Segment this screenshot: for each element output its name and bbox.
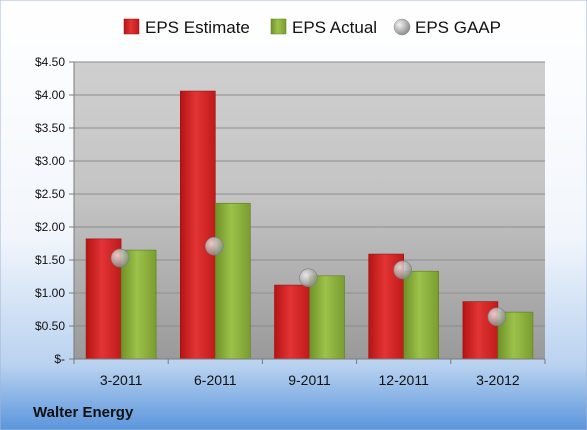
bar-eps-actual xyxy=(215,202,251,360)
legend: EPS Estimate EPS Actual EPS GAAP xyxy=(123,18,501,37)
bar-eps-actual xyxy=(309,275,345,360)
x-tick-label: 9-2011 xyxy=(288,372,331,388)
bar-eps-estimate xyxy=(274,284,310,360)
legend-label-gaap: EPS GAAP xyxy=(415,18,501,37)
bar-eps-estimate xyxy=(180,90,216,360)
legend-label-estimate: EPS Estimate xyxy=(145,18,250,37)
bar-eps-actual xyxy=(403,270,440,360)
x-tick-label: 6-2011 xyxy=(194,372,237,388)
bars xyxy=(85,90,534,360)
marker-eps-gaap xyxy=(110,248,130,268)
y-tick-label: $0.50 xyxy=(35,319,65,333)
gaap-markers xyxy=(110,236,507,327)
legend-swatch-estimate xyxy=(123,18,140,35)
y-tick-label: $2.50 xyxy=(35,187,65,201)
x-axis-ticks: 3-2011 6-2011 9-2011 12-2011 3-2012 xyxy=(73,358,546,388)
legend-marker-gaap xyxy=(393,18,411,36)
marker-eps-gaap xyxy=(205,236,224,256)
y-tick-label: $2.00 xyxy=(35,220,65,234)
y-axis-ticks: $- $0.50 $1.00 $1.50 $2.00 $2.50 $3.00 $3.50 $4.… xyxy=(35,55,75,366)
legend-swatch-actual xyxy=(270,18,287,35)
y-tick-label: $3.00 xyxy=(35,154,65,168)
y-tick-label: $1.00 xyxy=(35,286,65,300)
y-tick-label: $1.50 xyxy=(35,253,65,267)
y-tick-label: $4.00 xyxy=(35,88,65,102)
y-tick-label: $- xyxy=(54,352,65,366)
x-tick-label: 12-2011 xyxy=(379,372,430,388)
company-label: Walter Energy xyxy=(33,404,134,421)
y-tick-label: $4.50 xyxy=(35,55,65,69)
legend-label-actual: EPS Actual xyxy=(292,18,377,37)
x-tick-label: 3-2011 xyxy=(100,372,143,388)
marker-eps-gaap xyxy=(299,268,318,288)
y-tick-label: $3.50 xyxy=(35,121,65,135)
bar-eps-actual xyxy=(120,249,157,360)
marker-eps-gaap xyxy=(393,260,413,280)
x-tick-label: 3-2012 xyxy=(476,372,520,388)
marker-eps-gaap xyxy=(487,307,507,327)
